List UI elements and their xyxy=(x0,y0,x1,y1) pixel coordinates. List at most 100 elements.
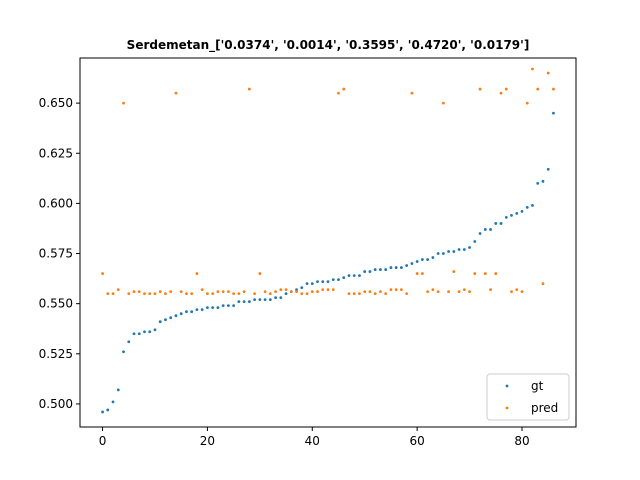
data-point-pred xyxy=(536,87,540,91)
data-point-pred xyxy=(546,71,550,75)
data-point-pred xyxy=(153,292,157,296)
data-point-gt xyxy=(179,312,183,316)
data-point-gt xyxy=(394,266,398,269)
data-point-gt xyxy=(221,304,225,308)
data-point-pred xyxy=(247,87,251,91)
data-point-pred xyxy=(363,290,367,294)
data-point-pred xyxy=(164,292,167,296)
data-point-gt xyxy=(431,256,435,259)
data-point-pred xyxy=(431,288,435,292)
data-point-gt xyxy=(169,316,173,320)
data-point-gt xyxy=(316,280,319,284)
legend-pred-label: pred xyxy=(531,401,558,415)
data-point-pred xyxy=(337,91,340,95)
data-point-gt xyxy=(295,288,298,292)
data-point-pred xyxy=(389,288,393,292)
data-point-pred xyxy=(531,67,534,71)
data-point-pred xyxy=(200,288,204,292)
data-point-pred xyxy=(263,290,267,294)
data-point-gt xyxy=(468,246,471,249)
data-point-gt xyxy=(153,328,157,332)
x-tick-label: 20 xyxy=(200,434,215,448)
data-point-pred xyxy=(400,288,403,292)
data-point-gt xyxy=(420,258,424,261)
data-point-pred xyxy=(274,290,277,294)
data-point-pred xyxy=(289,290,293,294)
data-point-gt xyxy=(164,318,167,322)
data-point-pred xyxy=(457,290,461,294)
data-point-gt xyxy=(347,274,351,277)
data-point-pred xyxy=(158,290,162,294)
data-point-pred xyxy=(232,292,236,296)
data-point-pred xyxy=(111,292,115,296)
y-axis: 0.500 0.525 0.550 0.575 0.600 0.625 0.650 xyxy=(39,96,80,411)
x-tick-label: 60 xyxy=(409,434,424,448)
data-point-gt xyxy=(137,332,141,336)
y-tick-label: 0.575 xyxy=(39,247,73,261)
data-point-gt xyxy=(101,410,104,414)
data-point-pred xyxy=(426,290,430,294)
data-point-gt xyxy=(206,306,209,310)
data-point-gt xyxy=(483,228,487,231)
data-point-gt xyxy=(237,300,241,304)
data-point-gt xyxy=(352,274,356,277)
y-tick-label: 0.625 xyxy=(39,146,73,160)
data-point-pred xyxy=(504,87,508,91)
data-point-gt xyxy=(268,298,272,302)
data-point-pred xyxy=(342,87,346,91)
data-point-gt xyxy=(426,258,430,261)
data-point-gt xyxy=(531,204,534,207)
data-point-pred xyxy=(510,290,513,294)
data-point-gt xyxy=(452,250,456,253)
data-point-gt xyxy=(174,314,178,318)
data-point-pred xyxy=(415,272,419,275)
series-pred xyxy=(101,67,555,296)
data-point-pred xyxy=(295,290,298,294)
data-point-gt xyxy=(494,222,498,225)
data-point-pred xyxy=(169,290,173,294)
data-point-gt xyxy=(415,260,419,263)
data-point-pred xyxy=(284,288,288,292)
data-point-pred xyxy=(106,292,110,296)
data-point-gt xyxy=(478,232,482,235)
data-point-gt xyxy=(185,310,188,314)
data-point-pred xyxy=(499,91,503,95)
data-point-gt xyxy=(305,282,309,286)
data-point-gt xyxy=(447,250,450,253)
data-point-gt xyxy=(462,248,466,251)
data-point-pred xyxy=(211,292,215,296)
data-point-pred xyxy=(462,288,466,292)
data-point-gt xyxy=(457,248,461,251)
y-tick-label: 0.600 xyxy=(39,196,73,210)
data-point-gt xyxy=(132,332,136,336)
data-point-pred xyxy=(468,290,471,294)
data-point-pred xyxy=(420,272,424,275)
series-gt xyxy=(101,111,555,414)
data-point-gt xyxy=(489,228,492,231)
data-point-gt xyxy=(321,280,325,284)
data-point-pred xyxy=(127,292,131,296)
data-point-pred xyxy=(326,288,330,292)
data-point-gt xyxy=(326,280,330,284)
data-point-pred xyxy=(148,292,152,296)
data-point-pred xyxy=(185,292,188,296)
data-point-pred xyxy=(436,290,440,294)
legend-pred-marker xyxy=(505,406,509,410)
legend: gt pred xyxy=(486,373,570,421)
data-point-pred xyxy=(494,272,498,275)
x-axis: 0 20 40 60 80 xyxy=(99,427,530,448)
data-point-pred xyxy=(310,290,314,294)
data-point-gt xyxy=(195,308,199,312)
data-point-gt xyxy=(148,330,152,334)
data-point-gt xyxy=(536,181,540,185)
data-point-pred xyxy=(441,101,445,105)
data-point-pred xyxy=(373,292,377,296)
y-tick-label: 0.525 xyxy=(39,347,73,361)
data-point-pred xyxy=(253,292,256,296)
data-point-gt xyxy=(525,206,529,209)
data-point-pred xyxy=(520,290,524,294)
data-point-gt xyxy=(358,274,361,277)
data-point-pred xyxy=(352,292,356,296)
data-point-pred xyxy=(122,101,125,105)
